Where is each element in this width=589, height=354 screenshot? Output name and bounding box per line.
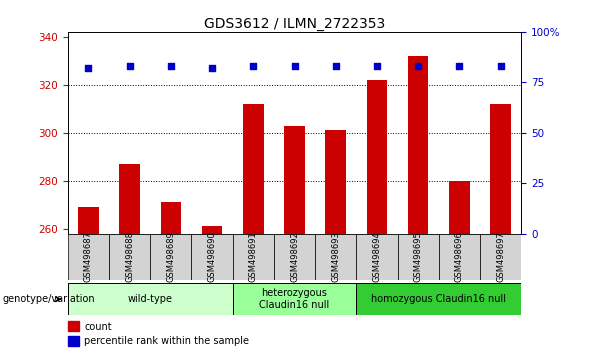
Text: wild-type: wild-type — [128, 294, 173, 304]
FancyBboxPatch shape — [191, 234, 233, 280]
Text: count: count — [84, 321, 112, 332]
Text: GSM498690: GSM498690 — [207, 231, 217, 282]
Point — [125, 63, 134, 69]
Bar — [201, 227, 223, 234]
FancyBboxPatch shape — [398, 234, 439, 280]
Bar — [284, 126, 305, 234]
Bar — [408, 56, 428, 234]
FancyBboxPatch shape — [233, 283, 356, 315]
Bar — [325, 130, 346, 234]
Point — [372, 63, 382, 69]
Bar — [68, 321, 78, 331]
Point — [331, 63, 340, 69]
Bar — [366, 80, 387, 234]
Point — [455, 63, 464, 69]
Bar — [68, 336, 78, 346]
Text: genotype/variation: genotype/variation — [3, 294, 95, 304]
Title: GDS3612 / ILMN_2722353: GDS3612 / ILMN_2722353 — [204, 17, 385, 31]
Text: GSM498687: GSM498687 — [84, 231, 93, 282]
Point — [413, 63, 423, 69]
Text: GSM498694: GSM498694 — [372, 231, 382, 282]
Bar — [78, 207, 98, 234]
FancyBboxPatch shape — [356, 283, 521, 315]
Text: heterozygous
Claudin16 null: heterozygous Claudin16 null — [259, 288, 330, 310]
Text: GSM498697: GSM498697 — [496, 231, 505, 282]
Point — [290, 63, 299, 69]
FancyBboxPatch shape — [274, 234, 315, 280]
FancyBboxPatch shape — [109, 234, 150, 280]
Point — [207, 65, 217, 71]
Point — [496, 63, 505, 69]
FancyBboxPatch shape — [356, 234, 398, 280]
Text: GSM498688: GSM498688 — [125, 231, 134, 282]
FancyBboxPatch shape — [439, 234, 480, 280]
Text: homozygous Claudin16 null: homozygous Claudin16 null — [371, 294, 507, 304]
Bar — [490, 104, 511, 234]
Bar — [243, 104, 263, 234]
Point — [84, 65, 93, 71]
FancyBboxPatch shape — [68, 234, 109, 280]
FancyBboxPatch shape — [150, 234, 191, 280]
Text: GSM498693: GSM498693 — [331, 231, 340, 282]
FancyBboxPatch shape — [68, 283, 233, 315]
Point — [166, 63, 176, 69]
Bar — [119, 164, 140, 234]
FancyBboxPatch shape — [315, 234, 356, 280]
Text: GSM498689: GSM498689 — [166, 231, 176, 282]
Text: percentile rank within the sample: percentile rank within the sample — [84, 336, 249, 346]
Bar — [449, 181, 469, 234]
Text: GSM498695: GSM498695 — [413, 231, 423, 282]
Text: GSM498692: GSM498692 — [290, 231, 299, 282]
FancyBboxPatch shape — [480, 234, 521, 280]
Text: GSM498691: GSM498691 — [249, 231, 258, 282]
Bar — [160, 202, 181, 234]
Point — [249, 63, 258, 69]
FancyBboxPatch shape — [233, 234, 274, 280]
Text: GSM498696: GSM498696 — [455, 231, 464, 282]
